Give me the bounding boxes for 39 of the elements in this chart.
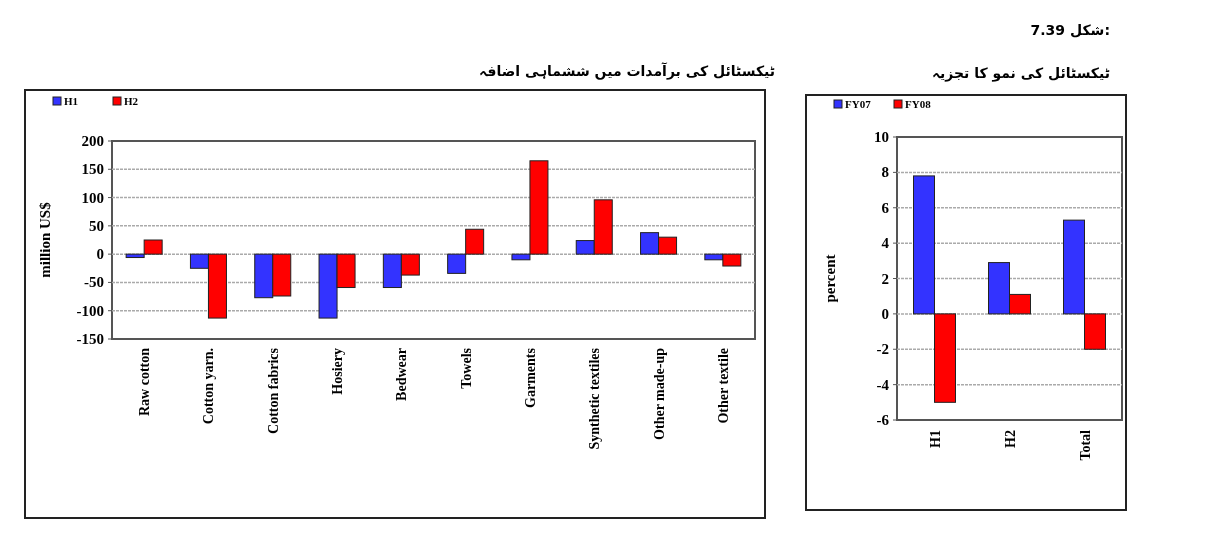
y-tick-label: 0 — [881, 305, 889, 322]
y-tick-label: 100 — [81, 189, 104, 206]
legend-label: H1 — [64, 95, 79, 107]
x-tick-label: Total — [1077, 429, 1093, 461]
x-tick-label: Other made-up — [651, 347, 667, 440]
y-axis-title: percent — [822, 254, 838, 303]
y-tick-label: 150 — [81, 161, 104, 178]
y-tick-label: -4 — [876, 376, 890, 393]
x-tick-label: H2 — [1002, 430, 1018, 448]
x-tick-label: Hosiery — [330, 348, 346, 395]
y-tick-label: -100 — [76, 302, 104, 319]
legend-label: FY08 — [905, 98, 932, 110]
y-tick-label: 0 — [96, 246, 104, 263]
y-tick-label: 6 — [881, 199, 890, 216]
x-tick-label: H1 — [927, 430, 943, 448]
y-tick-label: 2 — [881, 270, 889, 287]
y-tick-label: -50 — [84, 274, 104, 291]
chart-title: ٹیکسٹائل کی نمو کا تجزیہ — [931, 65, 1110, 82]
x-tick-label: Other textile — [715, 348, 731, 424]
legend-label: H2 — [124, 95, 139, 107]
chart-title: ٹیکسٹائل کی برآمدات میں ششماہی اضافہ — [479, 62, 775, 80]
y-axis-title: million US$ — [37, 201, 53, 278]
x-tick-label: Bedwear — [394, 348, 410, 401]
text: شکل 7.39: — [1030, 22, 1110, 38]
y-tick-label: 4 — [881, 235, 890, 252]
y-tick-label: -6 — [876, 412, 890, 428]
y-tick-label: 8 — [881, 164, 889, 181]
y-tick-label: -2 — [876, 341, 889, 358]
y-tick-label: 50 — [89, 217, 104, 234]
x-tick-label: Cotton yarn. — [201, 348, 217, 425]
y-tick-label: 200 — [81, 133, 104, 149]
x-tick-label: Raw cotton — [137, 347, 153, 417]
y-tick-label: 10 — [874, 129, 889, 145]
x-tick-label: Synthetic textiles — [587, 347, 603, 450]
x-tick-label: Towels — [458, 347, 474, 389]
x-tick-label: Garments — [522, 347, 538, 408]
legend-label: FY07 — [845, 98, 872, 110]
x-tick-label: Cotton fabrics — [265, 347, 281, 434]
y-tick-label: -150 — [76, 331, 104, 347]
